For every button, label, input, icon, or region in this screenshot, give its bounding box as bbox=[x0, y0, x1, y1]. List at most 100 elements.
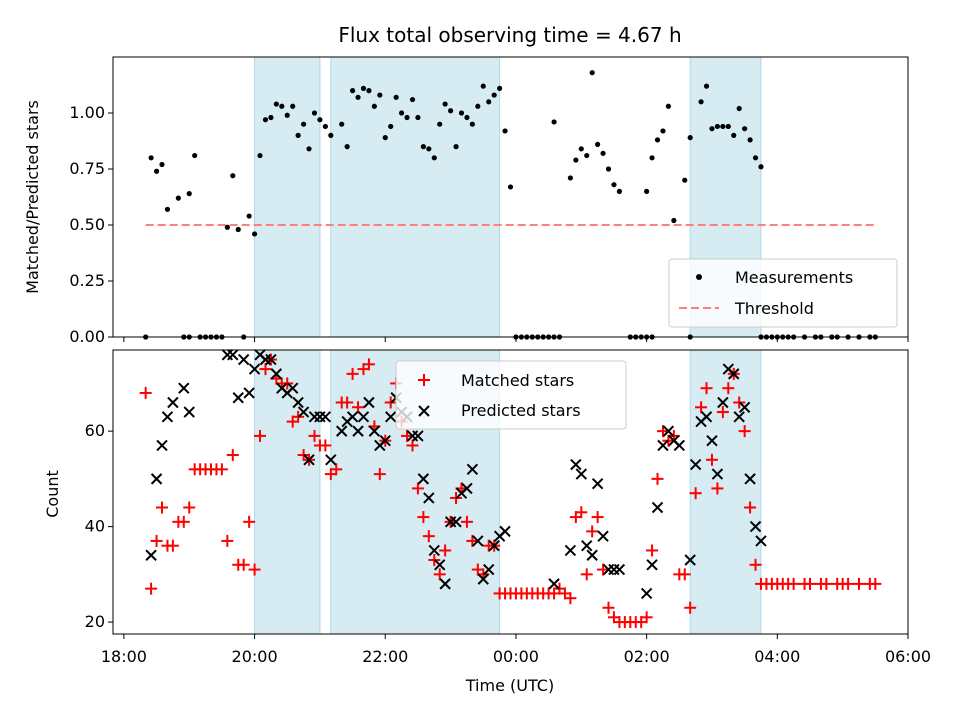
matched-star-marker bbox=[433, 568, 446, 581]
matched-star-marker bbox=[346, 367, 359, 380]
predicted-star-marker bbox=[657, 439, 669, 452]
matched-star-marker bbox=[254, 429, 267, 442]
measurement-point bbox=[475, 103, 481, 109]
measurement-point bbox=[709, 126, 715, 132]
top-y-label: Matched/Predicted stars bbox=[23, 100, 42, 294]
matched-star-marker bbox=[695, 401, 708, 414]
measurement-point bbox=[317, 117, 323, 123]
predicted-star-marker bbox=[466, 463, 479, 476]
predicted-star-marker bbox=[586, 549, 598, 561]
measurement-point bbox=[600, 150, 606, 156]
measurement-point bbox=[437, 121, 443, 127]
predicted-star-marker bbox=[640, 587, 653, 600]
predicted-star-marker bbox=[417, 473, 430, 485]
measurement-point bbox=[175, 195, 181, 201]
matched-star-marker bbox=[243, 515, 256, 528]
matched-star-marker bbox=[460, 515, 473, 528]
measurement-point bbox=[257, 152, 263, 159]
predicted-star-marker bbox=[461, 482, 473, 495]
measurement-point bbox=[420, 144, 426, 150]
measurement-point bbox=[605, 166, 612, 172]
measurement-point bbox=[311, 110, 318, 116]
measurement-point bbox=[268, 114, 274, 121]
predicted-star-marker bbox=[472, 535, 484, 547]
matched-star-marker bbox=[411, 482, 424, 495]
measurement-point bbox=[464, 114, 470, 121]
top-legend: Measurements Threshold bbox=[668, 258, 898, 328]
predicted-star-marker bbox=[706, 434, 718, 447]
matched-star-marker bbox=[602, 601, 615, 614]
measurement-point bbox=[426, 146, 432, 152]
matched-star-marker bbox=[417, 511, 430, 524]
measurement-point bbox=[747, 137, 753, 143]
measurement-point bbox=[295, 132, 301, 138]
matched-star-marker bbox=[689, 487, 702, 500]
predicted-star-marker bbox=[591, 477, 604, 490]
matched-star-marker bbox=[575, 506, 588, 519]
predicted-star-marker bbox=[270, 368, 283, 380]
x-tick-label: 06:00 bbox=[885, 647, 931, 666]
predicted-star-marker bbox=[673, 439, 686, 452]
shaded-interval bbox=[689, 349, 762, 635]
matched-star-marker bbox=[597, 563, 610, 576]
predicted-star-marker bbox=[286, 382, 299, 394]
measurement-point bbox=[497, 85, 503, 91]
y-tick-label: 60 bbox=[85, 421, 105, 440]
predicted-star-marker bbox=[700, 411, 713, 423]
predicted-star-marker bbox=[450, 516, 462, 528]
measurement-point bbox=[230, 173, 236, 179]
matched-star-marker bbox=[139, 386, 152, 399]
measurement-point bbox=[448, 108, 454, 114]
matched-star-marker bbox=[678, 568, 691, 581]
matched-star-marker bbox=[450, 491, 463, 504]
measurement-point bbox=[480, 83, 486, 89]
measurement-point bbox=[736, 105, 742, 112]
measurement-point bbox=[654, 137, 661, 143]
matched-star-marker bbox=[166, 539, 179, 552]
measurement-point bbox=[752, 155, 759, 161]
matched-star-marker bbox=[373, 468, 386, 481]
matched-star-marker bbox=[700, 382, 713, 395]
y-tick-label: 0.50 bbox=[69, 215, 105, 234]
matched-star-marker bbox=[177, 515, 190, 528]
predicted-star-marker bbox=[755, 535, 767, 547]
matched-star-marker bbox=[744, 501, 757, 514]
matched-star-marker bbox=[705, 453, 718, 466]
bottom-legend: Matched stars Predicted stars bbox=[395, 360, 627, 430]
measurement-point bbox=[371, 103, 377, 109]
measurement-point bbox=[153, 168, 160, 174]
predicted-star-marker bbox=[744, 473, 756, 485]
ratio-panel: 0.00 0.25 0.50 0.75 1.00 Flux total observin… bbox=[23, 23, 909, 346]
count-panel: 20 40 60 18:00 20:00 22:00 00:00 02:00 04:00 06:… bbox=[43, 349, 931, 695]
measurement-point bbox=[714, 123, 721, 130]
predicted-star-marker bbox=[613, 563, 626, 576]
measurement-point bbox=[671, 217, 677, 224]
x-axis-label: Time (UTC) bbox=[465, 676, 554, 695]
predicted-star-marker bbox=[248, 363, 261, 375]
predicted-star-marker bbox=[434, 559, 446, 571]
predicted-star-marker bbox=[335, 425, 348, 437]
x-tick-label: 18:00 bbox=[101, 647, 147, 666]
measurement-point bbox=[246, 213, 252, 219]
predicted-star-marker bbox=[237, 353, 250, 366]
bottom-y-axis: 20 40 60 bbox=[85, 421, 113, 631]
predicted-star-marker bbox=[570, 458, 582, 471]
predicted-star-marker bbox=[265, 353, 277, 366]
matched-star-marker bbox=[384, 396, 397, 409]
top-legend-box bbox=[668, 258, 898, 328]
predicted-star-marker bbox=[749, 520, 762, 533]
predicted-star-marker bbox=[292, 396, 304, 409]
legend-threshold-label: Threshold bbox=[734, 299, 814, 318]
measurement-point bbox=[224, 224, 230, 230]
top-y-axis: 0.00 0.25 0.50 0.75 1.00 bbox=[69, 103, 113, 346]
legend-predicted-label: Predicted stars bbox=[461, 401, 581, 420]
predicted-star-marker bbox=[483, 563, 495, 576]
y-tick-label: 0.25 bbox=[69, 271, 105, 290]
measurement-point bbox=[486, 99, 492, 105]
matched-star-marker bbox=[401, 429, 414, 442]
matched-star-marker bbox=[640, 611, 653, 624]
measurement-point bbox=[159, 161, 165, 168]
measurement-point bbox=[300, 121, 307, 127]
measurement-point bbox=[235, 226, 241, 233]
predicted-star-marker bbox=[161, 411, 174, 423]
